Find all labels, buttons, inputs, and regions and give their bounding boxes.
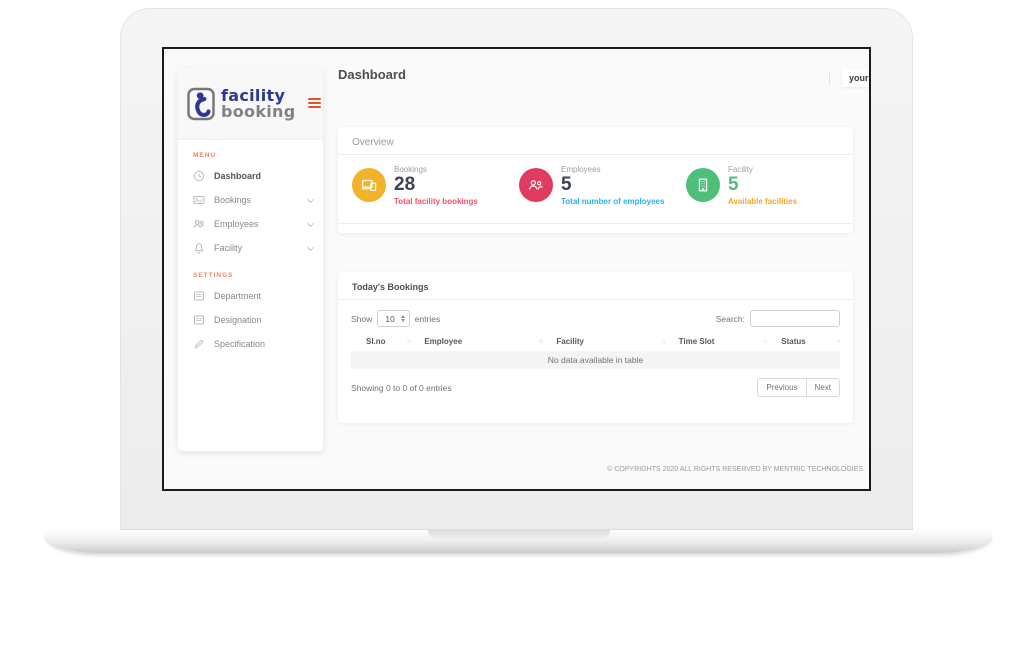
settings-section-label: SETTINGS: [193, 272, 234, 279]
show-label: Show: [351, 313, 373, 324]
stats-row: Bookings 28 Total facility bookings: [338, 155, 853, 206]
stat-employees: Employees 5 Total number of employees: [519, 165, 686, 206]
stat-label: Facility: [728, 165, 753, 174]
sidebar-item-designation[interactable]: Designation: [178, 308, 323, 332]
table-title: Today's Bookings: [352, 282, 429, 292]
menu-section-label: MENU: [193, 152, 217, 159]
divider: [828, 70, 830, 86]
booking-card-icon: [193, 196, 205, 204]
logo-badge-icon: [187, 87, 215, 120]
laptop-base-notch: [427, 530, 610, 539]
sort-arrows-icon: ↑↓: [835, 338, 841, 345]
topbar-right: your logo°: [828, 69, 869, 87]
app-window: facility booking MENU Dashboard: [164, 49, 869, 489]
sort-arrows-icon: ↑↓: [406, 338, 411, 345]
your-logo-word1: your: [848, 73, 869, 83]
search-input[interactable]: [750, 310, 840, 327]
table-header-row: Sl.no ↑↓ Employee ↑↓ Facility ↑↓: [338, 333, 853, 351]
search-label: Search:: [715, 313, 745, 324]
chevron-down-icon: [306, 195, 315, 203]
next-button[interactable]: Next: [805, 379, 839, 396]
pagination: Previous Next: [757, 378, 840, 397]
select-stepper-icon: [400, 315, 405, 322]
badge-box-icon: [194, 315, 204, 325]
sidebar-item-bookings[interactable]: Bookings: [178, 188, 323, 212]
stat-caption: Total number of employees: [561, 196, 665, 206]
chevron-down-icon: [306, 219, 315, 227]
sidebar-item-label: Facility: [214, 243, 243, 253]
stat-caption: Total facility bookings: [394, 196, 478, 206]
column-header-facility[interactable]: Facility ↑↓: [556, 337, 666, 346]
table-controls: Show 10 entries Search:: [338, 300, 853, 333]
sidebar-item-label: Bookings: [214, 195, 252, 205]
column-header-employee[interactable]: Employee ↑↓: [424, 337, 543, 346]
bookings-devices-icon: [352, 168, 386, 203]
facility-building-icon: [686, 168, 720, 203]
previous-button[interactable]: Previous: [758, 379, 806, 396]
topbar: Dashboard your logo°: [338, 49, 869, 107]
list-box-icon: [194, 291, 204, 301]
overview-header: Overview: [338, 127, 853, 155]
overview-footer-strip: [338, 223, 853, 233]
sidebar-item-employees[interactable]: Employees: [178, 212, 323, 236]
stat-value: 5: [728, 174, 739, 195]
stat-label: Bookings: [394, 165, 427, 174]
laptop-screen: facility booking MENU Dashboard: [162, 47, 871, 491]
entries-label: entries: [414, 313, 441, 324]
stat-facility: Facility 5 Available facilities: [686, 165, 853, 206]
column-header-slno[interactable]: Sl.no ↑↓: [366, 337, 411, 346]
stat-label: Employees: [561, 165, 601, 174]
column-header-timeslot[interactable]: Time Slot ↑↓: [678, 337, 769, 346]
pencil-icon: [194, 339, 204, 349]
sidebar-item-label: Employees: [214, 219, 259, 229]
sidebar-item-specification[interactable]: Specification: [178, 332, 323, 356]
overview-title: Overview: [352, 137, 394, 148]
sidebar-item-facility[interactable]: Facility: [178, 236, 323, 260]
table-footer: Showing 0 to 0 of 0 entries Previous Nex…: [338, 369, 853, 406]
app-logo: facility booking: [178, 68, 323, 140]
clock-icon: [193, 170, 205, 182]
stat-value: 28: [394, 174, 416, 195]
sidebar-item-dashboard[interactable]: Dashboard: [178, 164, 323, 188]
overview-card: Overview: [338, 127, 853, 233]
hamburger-menu-icon[interactable]: [308, 98, 321, 110]
entries-summary: Showing 0 to 0 of 0 entries: [351, 382, 452, 393]
empty-table-row: No data available in table: [351, 351, 840, 369]
sidebar: facility booking MENU Dashboard: [178, 68, 323, 451]
logo-line1: facility: [221, 85, 286, 105]
bell-icon: [194, 243, 204, 254]
table-card-header: Today's Bookings: [338, 272, 853, 300]
sort-arrows-icon: ↑↓: [763, 338, 768, 345]
copyright-text: © COPYRIGHTS 2020 ALL RIGHTS RESERVED BY…: [607, 466, 865, 473]
your-logo-dropdown[interactable]: your logo°: [841, 69, 869, 87]
stat-bookings: Bookings 28 Total facility bookings: [352, 165, 519, 206]
logo-line2: booking: [221, 101, 296, 121]
page-title: Dashboard: [338, 67, 406, 82]
page-size-select[interactable]: 10: [377, 310, 410, 327]
page-size-value: 10: [385, 313, 395, 324]
stat-caption: Available facilities: [728, 196, 798, 206]
sidebar-item-label: Specification: [214, 339, 266, 349]
logo-text: facility booking: [221, 85, 296, 121]
sidebar-item-label: Dashboard: [214, 171, 262, 181]
laptop-lid: facility booking MENU Dashboard: [120, 8, 913, 530]
column-header-status[interactable]: Status ↑↓: [781, 337, 841, 346]
main-content: Dashboard your logo°: [338, 49, 869, 423]
sidebar-item-label: Department: [214, 291, 262, 301]
sidebar-item-label: Designation: [214, 315, 262, 325]
chevron-down-icon: [306, 243, 315, 251]
people-icon: [193, 220, 205, 228]
employees-group-icon: [519, 168, 553, 203]
todays-bookings-card: Today's Bookings Show 10 entries Search:: [338, 272, 853, 423]
sort-arrows-icon: ↑↓: [660, 338, 666, 345]
laptop-base: [46, 530, 991, 553]
sidebar-item-department[interactable]: Department: [178, 284, 323, 308]
sort-arrows-icon: ↑↓: [538, 338, 543, 345]
stat-value: 5: [561, 174, 572, 195]
